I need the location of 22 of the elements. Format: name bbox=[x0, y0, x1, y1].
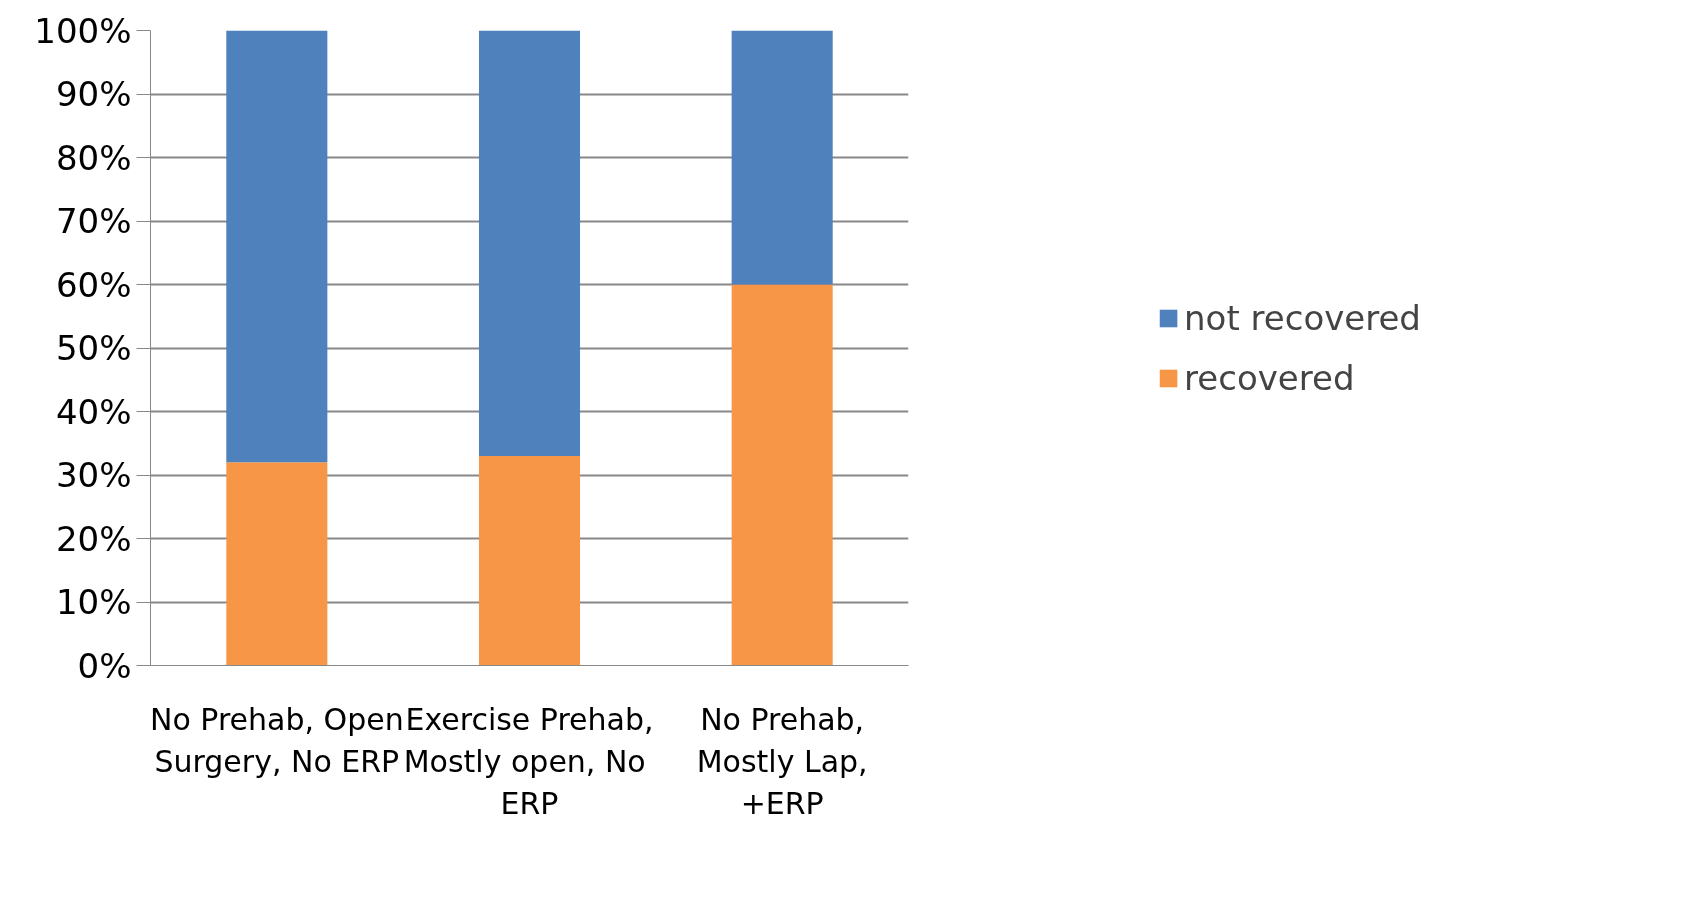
y-tick-label: 60% bbox=[55, 264, 132, 305]
y-tick-label: 40% bbox=[55, 391, 132, 432]
x-tick-label: No Prehab, Open Surgery, No ERP bbox=[150, 701, 404, 779]
bar bbox=[226, 30, 328, 463]
y-tick-label: 90% bbox=[55, 74, 132, 114]
legend-label: not recovered bbox=[1184, 297, 1421, 338]
bar bbox=[478, 455, 581, 666]
bar bbox=[226, 462, 328, 666]
y-tick-label: 0% bbox=[77, 645, 132, 686]
x-tick-label: Exercise Prehab, Mostly open, No ERP bbox=[403, 701, 654, 821]
y-tick-label: 70% bbox=[55, 201, 132, 241]
bar bbox=[731, 30, 833, 285]
legend-label: recovered bbox=[1184, 357, 1355, 398]
y-tick-label: 80% bbox=[55, 137, 132, 178]
y-tick-label: 20% bbox=[55, 518, 132, 559]
x-tick-label: No Prehab, Mostly Lap, +ERP bbox=[696, 701, 868, 821]
y-tick-label: 30% bbox=[55, 455, 132, 495]
y-tick-label: 10% bbox=[55, 582, 132, 622]
y-tick-label: 100% bbox=[34, 10, 132, 51]
bar bbox=[478, 30, 581, 456]
y-tick-label: 50% bbox=[55, 328, 132, 368]
bar bbox=[731, 284, 833, 666]
